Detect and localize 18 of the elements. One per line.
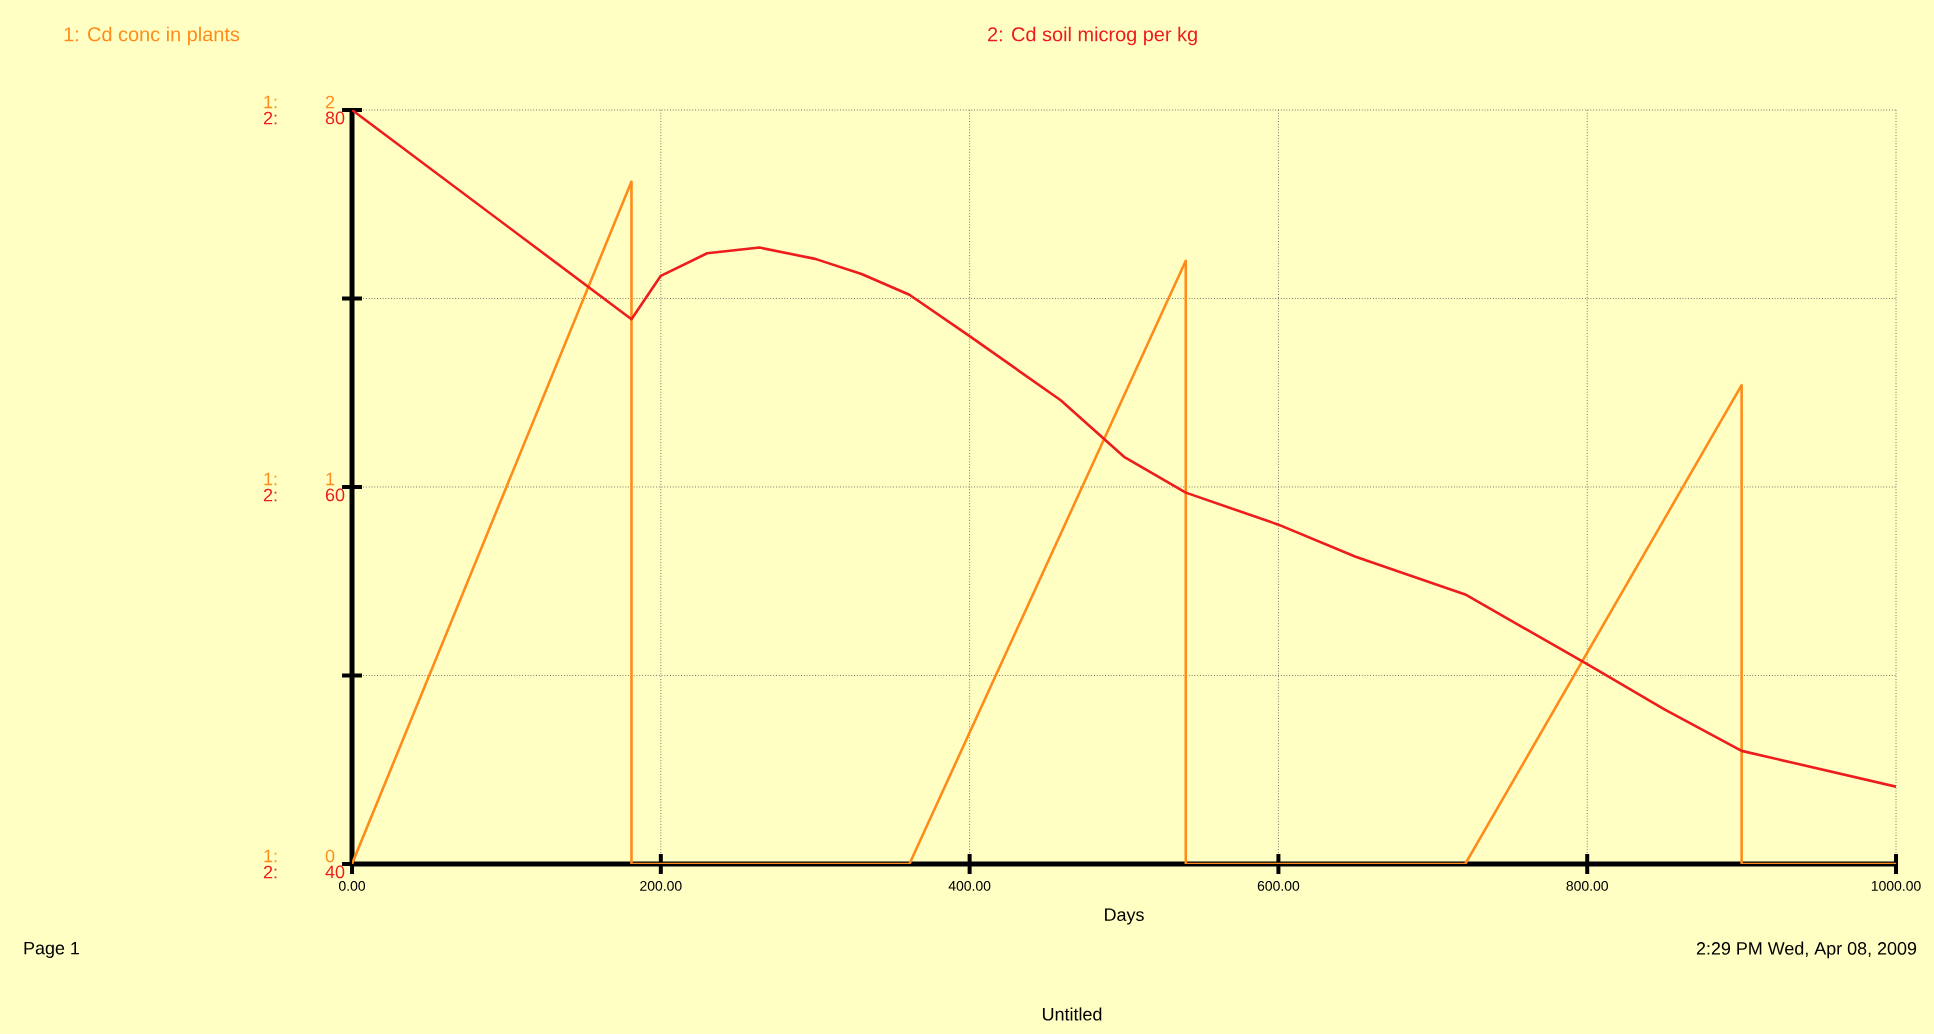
y2-tick-label: 80 [325,111,345,125]
text: Page 1 [24,941,79,958]
text: 1: Cd conc in plants [64,26,240,46]
x-axis-title: Days [1105,908,1144,925]
text: 2: [263,111,277,125]
text: 2: [263,865,277,879]
text: Untitled [1042,1007,1102,1021]
text: 2: [263,488,277,502]
y2-tick-label: 40 [325,865,345,879]
y-tick-label: 0 [325,849,335,863]
text: 1: [264,472,277,486]
y-tick-label: 2 [325,95,335,109]
y-axis-title: 1: [264,849,277,863]
text: 1: [264,95,277,109]
y-tick-label: 1 [326,472,335,486]
text: 2:29 PM Wed, Apr 08, 2009 [1696,941,1917,959]
text: 2: Cd soil microg per kg [988,26,1197,46]
y2-tick-label: 60 [325,488,345,502]
